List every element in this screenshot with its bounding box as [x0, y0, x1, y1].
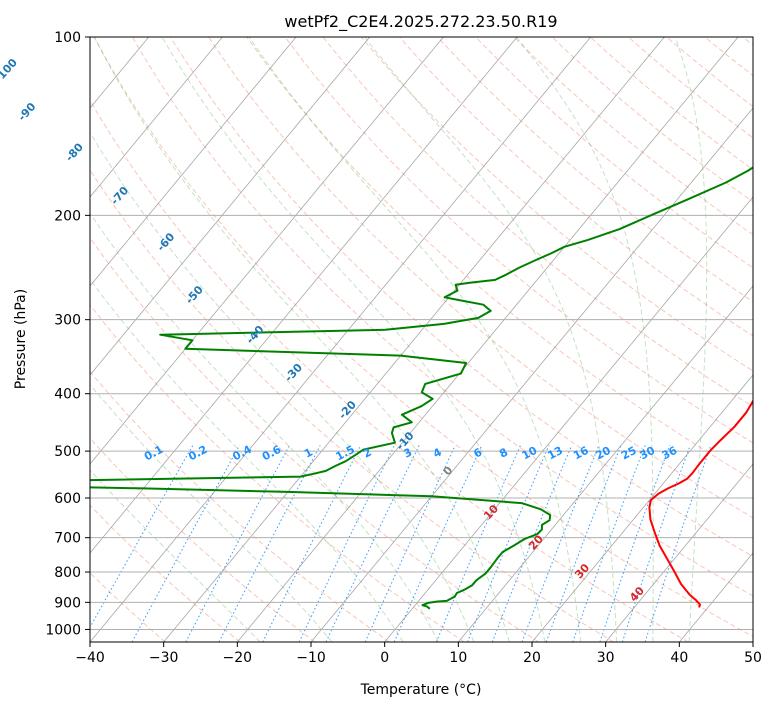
y-tick-label: 400: [54, 387, 81, 403]
y-tick-label: 100: [54, 30, 81, 46]
y-tick-label: 200: [54, 208, 81, 224]
y-tick-label: 700: [54, 531, 81, 547]
y-tick-label: 300: [54, 313, 81, 329]
x-tick-label: 0: [380, 650, 389, 666]
y-tick-label: 500: [54, 444, 81, 460]
y-tick-label: 900: [54, 595, 81, 611]
x-axis-label: Temperature (°C): [360, 682, 482, 698]
x-tick-label: −20: [223, 650, 253, 666]
x-tick-label: −40: [75, 650, 105, 666]
chart-title: wetPf2_C2E4.2025.272.23.50.R19: [284, 12, 557, 32]
y-tick-label: 600: [54, 491, 81, 507]
x-tick-label: −10: [296, 650, 326, 666]
x-tick-label: 40: [670, 650, 688, 666]
y-axis-label: Pressure (hPa): [13, 289, 29, 389]
y-tick-label: 800: [54, 565, 81, 581]
x-tick-label: 10: [449, 650, 467, 666]
x-tick-label: −30: [149, 650, 179, 666]
x-tick-label: 30: [597, 650, 615, 666]
x-tick-label: 50: [744, 650, 762, 666]
x-tick-label: 20: [523, 650, 541, 666]
y-tick-label: 1000: [45, 622, 81, 638]
